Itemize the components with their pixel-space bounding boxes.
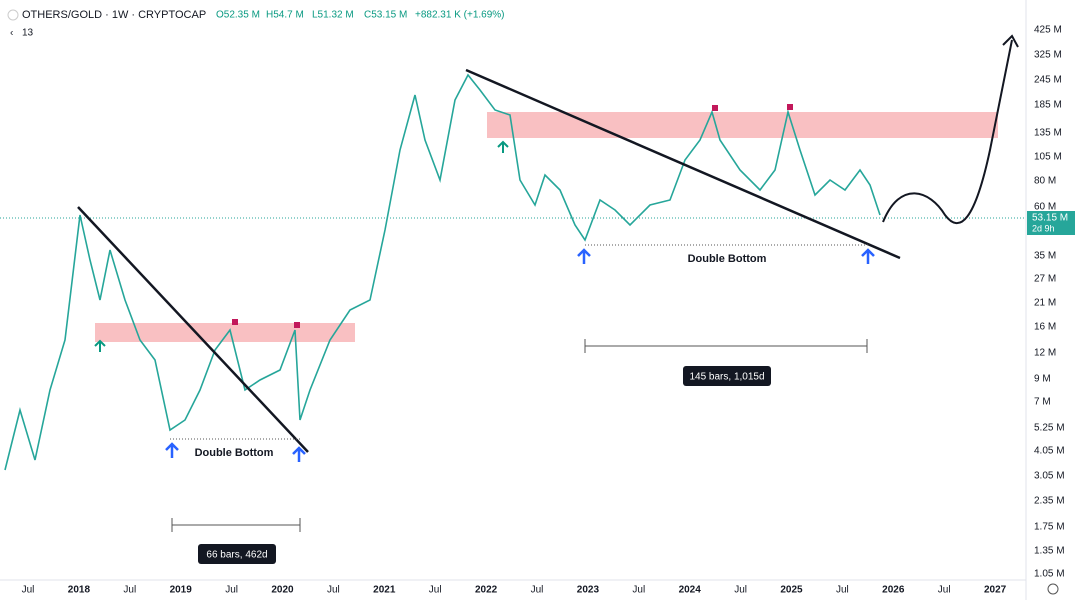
range-label: 145 bars, 1,015d	[689, 372, 764, 383]
ohlc: O52.35 M H54.7 M L51.32 M C53.15 M +882.…	[216, 10, 505, 21]
time-axis-label: Jul	[836, 585, 849, 596]
price-axis-label: 60 M	[1034, 202, 1056, 213]
time-axis-label: Jul	[734, 585, 747, 596]
top-markers	[232, 104, 793, 328]
up-arrows	[94, 140, 509, 352]
time-axis-label: Jul	[327, 585, 340, 596]
price-axis-label: 12 M	[1034, 348, 1056, 359]
price-axis-label: 27 M	[1034, 274, 1056, 285]
low: L51.32 M	[312, 10, 354, 21]
price-axis-label: 1.75 M	[1034, 522, 1065, 533]
settings-icon[interactable]	[1047, 583, 1059, 595]
price-axis-label: 425 M	[1034, 25, 1062, 36]
bottom-arrows	[165, 248, 875, 462]
projection-path	[882, 39, 1013, 225]
price-series	[4, 73, 881, 471]
time-axis-label: Jul	[429, 585, 442, 596]
time-axis-label: Jul	[632, 585, 645, 596]
price-axis-label: 3.05 M	[1034, 471, 1065, 482]
price-axis-label: 135 M	[1034, 128, 1062, 139]
time-axis-label: 2027	[984, 585, 1007, 596]
price-axis-label: 185 M	[1034, 100, 1062, 111]
price-axis-label: 4.05 M	[1034, 446, 1065, 457]
price-axis-label: 105 M	[1034, 152, 1062, 163]
trendline	[77, 206, 309, 453]
resistance-zone	[95, 323, 355, 342]
time-axis-label: 2024	[679, 585, 702, 596]
indicator-count[interactable]: 13	[22, 28, 34, 39]
time-axis-label: Jul	[938, 585, 951, 596]
time-axis-label: 2026	[882, 585, 905, 596]
price-axis-label: 325 M	[1034, 50, 1062, 61]
range-label-box	[683, 366, 771, 386]
time-axis-label: 2020	[271, 585, 294, 596]
price-axis-label: 2.35 M	[1034, 496, 1065, 507]
price-tag	[1027, 211, 1075, 235]
time-axis-label: Jul	[123, 585, 136, 596]
price-axis-label: 245 M	[1034, 75, 1062, 86]
time-axis-label: 2018	[68, 585, 91, 596]
time-axis-label: 2022	[475, 585, 498, 596]
collapse-icon[interactable]: ‹	[10, 28, 13, 39]
range-label: 66 bars, 462d	[206, 550, 267, 561]
projection-arrow	[1002, 34, 1019, 48]
price-axis-label: 16 M	[1034, 322, 1056, 333]
price-axis-label: 5.25 M	[1034, 423, 1065, 434]
range-label-box	[198, 544, 276, 564]
change: +882.31 K (+1.69%)	[415, 10, 505, 21]
price-axis-label: 7 M	[1034, 397, 1051, 408]
time-axis-label: Jul	[22, 585, 35, 596]
price-axis-label: 35 M	[1034, 251, 1056, 262]
price-axis-label: 1.35 M	[1034, 546, 1065, 557]
time-axis-label: 2023	[577, 585, 600, 596]
price-tag-value: 53.15 M	[1032, 213, 1068, 224]
pattern-label: Double Bottom	[688, 253, 767, 265]
price-axis-label: 80 M	[1034, 176, 1056, 187]
resistance-zone	[487, 112, 998, 138]
range-measures	[171, 339, 868, 532]
time-axis-label: 2021	[373, 585, 396, 596]
price-axis-label: 1.05 M	[1034, 569, 1065, 580]
pattern-label: Double Bottom	[195, 447, 274, 459]
trendline	[465, 68, 901, 260]
close: C53.15 M	[364, 10, 407, 21]
status-dot	[7, 9, 19, 21]
time-axis-label: Jul	[225, 585, 238, 596]
time-axis-label: Jul	[531, 585, 544, 596]
price-axis-label: 9 M	[1034, 374, 1051, 385]
high: H54.7 M	[266, 10, 304, 21]
open: O52.35 M	[216, 10, 260, 21]
time-axis-label: 2025	[780, 585, 803, 596]
price-tag-countdown: 2d 9h	[1032, 223, 1055, 233]
symbol: OTHERS/GOLD · 1W · CRYPTOCAP	[22, 9, 206, 21]
price-axis-label: 21 M	[1034, 298, 1056, 309]
time-axis-label: 2019	[170, 585, 193, 596]
